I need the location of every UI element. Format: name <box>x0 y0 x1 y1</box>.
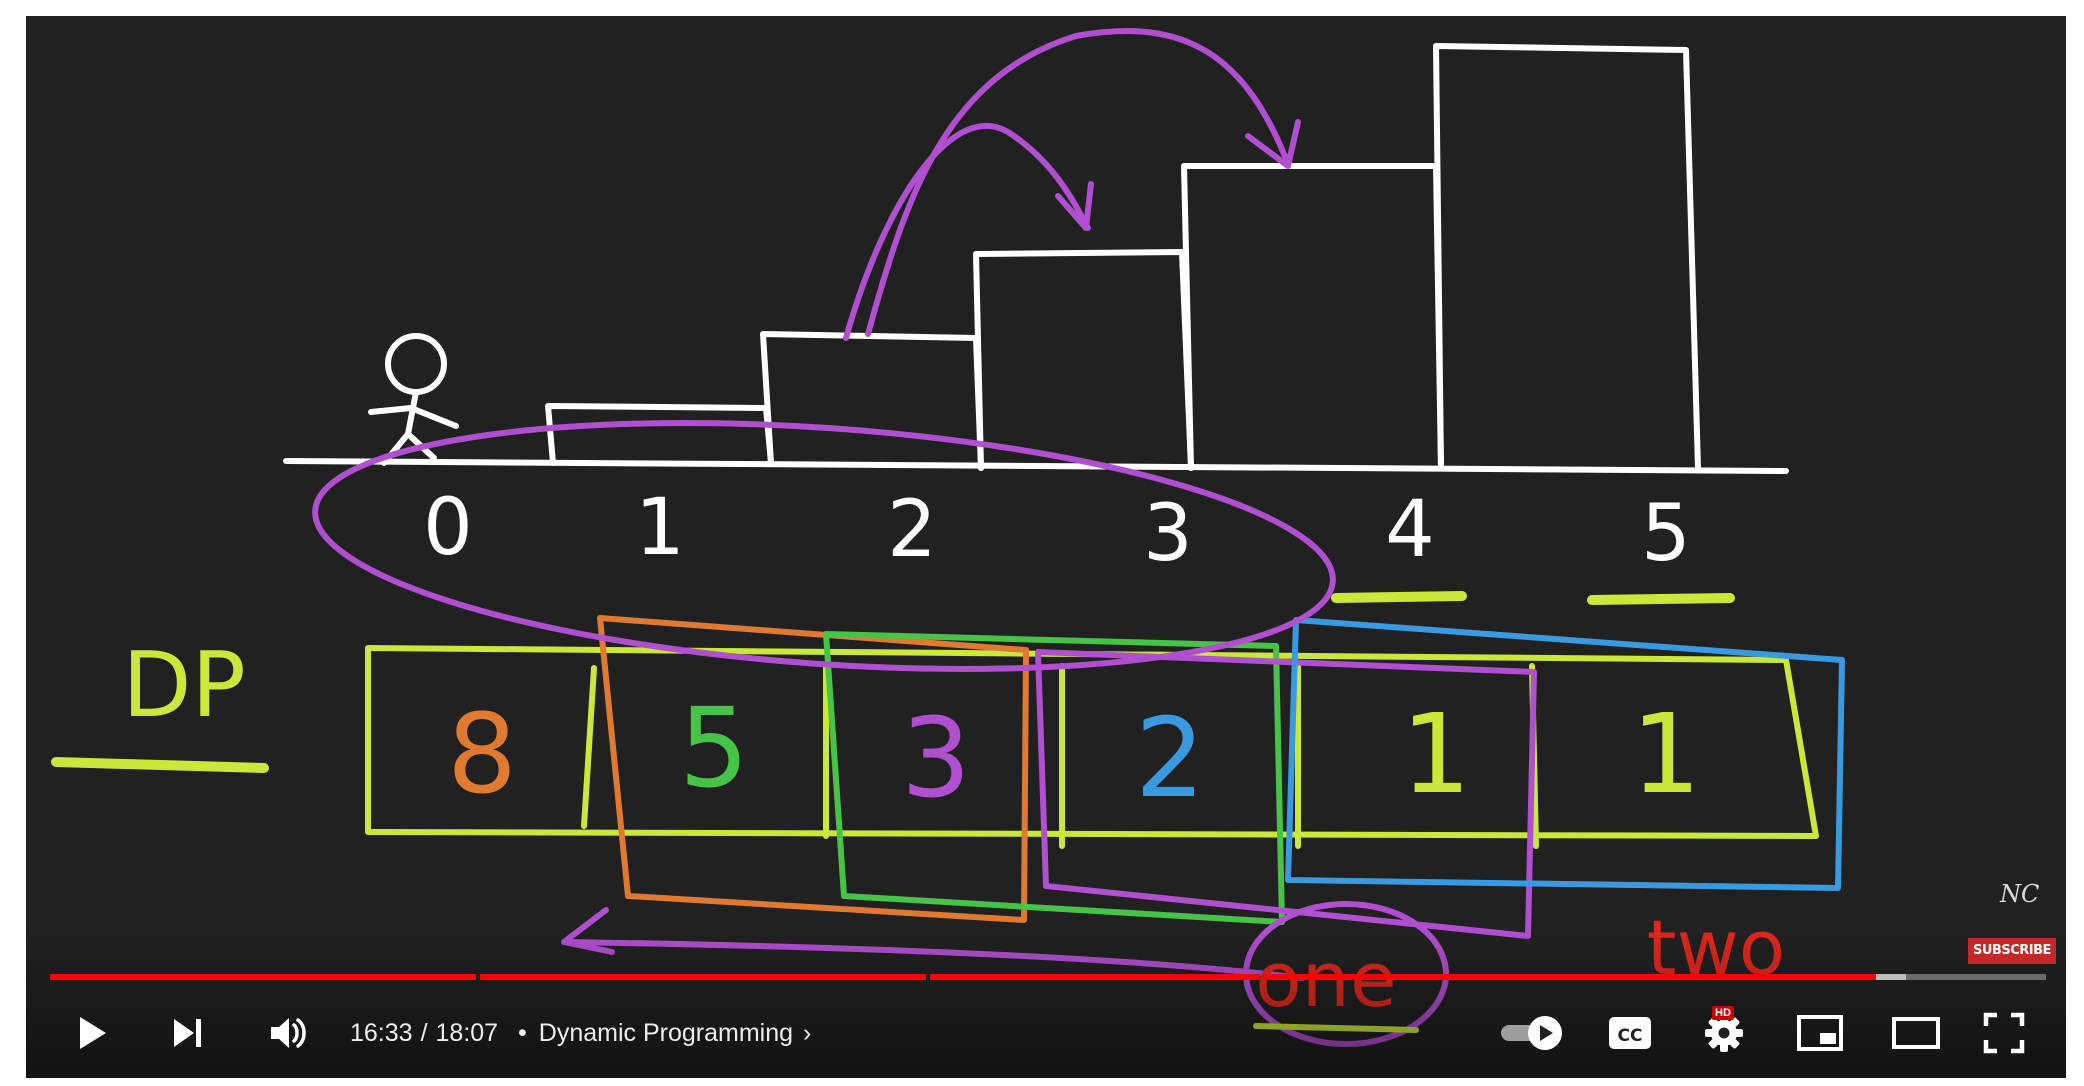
stair-5 <box>1433 43 1701 471</box>
progress-chapter[interactable] <box>930 974 1260 980</box>
blue-window <box>1285 617 1845 891</box>
stair-4 <box>1181 163 1444 471</box>
miniplayer-button[interactable] <box>1778 998 1862 1068</box>
progress-chapter[interactable] <box>480 974 926 980</box>
svg-text:CC: CC <box>1618 1026 1643 1046</box>
jump-arrow-1 <box>843 122 1091 341</box>
step-label: 5 <box>1641 489 1691 579</box>
play-button[interactable] <box>50 998 134 1068</box>
chapter-button[interactable]: • Dynamic Programming › <box>518 998 811 1068</box>
video-frame: 0 1 2 3 4 5 DP 8 <box>51 28 1845 1047</box>
progress-played <box>50 974 476 980</box>
time-display: 16:33 / 18:07 <box>350 998 498 1068</box>
progress-played <box>930 974 1260 980</box>
captions-button[interactable]: CC <box>1588 998 1672 1068</box>
progress-chapter[interactable] <box>1264 974 2046 980</box>
miniplayer-icon <box>1797 1015 1843 1051</box>
orange-window <box>597 615 1029 923</box>
progress-played <box>1264 974 1877 980</box>
cc-icon: CC <box>1609 1017 1651 1049</box>
steps-ellipse <box>312 420 1336 672</box>
chapter-title: Dynamic Programming <box>538 1018 794 1047</box>
progress-bar[interactable] <box>50 974 2046 980</box>
dp-cell-value: 1 <box>1401 690 1471 818</box>
next-icon <box>174 1019 201 1047</box>
dp-cell-value: 5 <box>679 684 749 812</box>
gear-icon <box>1705 1014 1743 1052</box>
step-label: 0 <box>423 483 473 573</box>
chapter-dot: • <box>518 1018 527 1047</box>
chevron-right-icon: › <box>803 1018 812 1047</box>
stair-2 <box>760 331 984 471</box>
hd-badge: HD <box>1712 1006 1734 1020</box>
play-icon <box>80 1017 106 1049</box>
theater-mode-icon <box>1892 1017 1940 1049</box>
jump-arrow-2 <box>865 28 1291 337</box>
step-label: 3 <box>1143 489 1193 579</box>
ground-line <box>283 458 1789 474</box>
controls-bar: 16:33 / 18:07 • Dynamic Programming › CC <box>50 998 2046 1068</box>
next-button[interactable] <box>146 998 230 1068</box>
fullscreen-button[interactable] <box>1962 998 2046 1068</box>
dp-underline <box>51 757 269 773</box>
channel-logo: NC <box>2000 880 2040 908</box>
channel-watermark[interactable]: NC SUBSCRIBE <box>1968 880 2056 970</box>
time-separator: / <box>420 1018 428 1047</box>
subscribe-button[interactable]: SUBSCRIBE <box>1968 938 2056 964</box>
duration: 18:07 <box>435 1018 499 1047</box>
stair-1 <box>545 403 774 466</box>
dp-cell-value: 2 <box>1135 694 1205 822</box>
back-arrow <box>563 939 1305 981</box>
one-underline <box>1253 1023 1419 1033</box>
autoplay-toggle-icon <box>1501 1016 1562 1050</box>
volume-icon <box>271 1018 306 1048</box>
fullscreen-icon <box>1983 1012 2025 1054</box>
underline-4 <box>1331 591 1467 603</box>
autoplay-toggle[interactable] <box>1490 998 1574 1068</box>
dp-cell-value: 3 <box>901 694 971 822</box>
dp-label: DP <box>122 633 246 738</box>
dp-cell-value: 1 <box>1631 690 1701 818</box>
dp-array <box>365 645 1819 839</box>
volume-button[interactable] <box>246 998 330 1068</box>
underline-5 <box>1587 593 1735 605</box>
step-label: 2 <box>887 485 937 575</box>
stair-3 <box>973 249 1194 471</box>
jump-arrow-2-head <box>1245 119 1301 169</box>
purple-window <box>1035 649 1537 939</box>
settings-button[interactable]: HD <box>1682 998 1766 1068</box>
back-arrow-head <box>561 907 615 955</box>
green-window <box>823 631 1285 925</box>
video-player[interactable]: 0 1 2 3 4 5 DP 8 <box>26 16 2066 1078</box>
jump-arrow-1-head <box>1055 181 1094 231</box>
step-label: 1 <box>635 483 685 573</box>
current-time: 16:33 <box>350 1018 413 1047</box>
progress-played <box>480 974 926 980</box>
dp-cell-value: 8 <box>447 690 517 818</box>
step-label: 4 <box>1385 485 1435 575</box>
theater-mode-button[interactable] <box>1874 998 1958 1068</box>
progress-chapter[interactable] <box>50 974 476 980</box>
dp-divider <box>581 665 597 829</box>
